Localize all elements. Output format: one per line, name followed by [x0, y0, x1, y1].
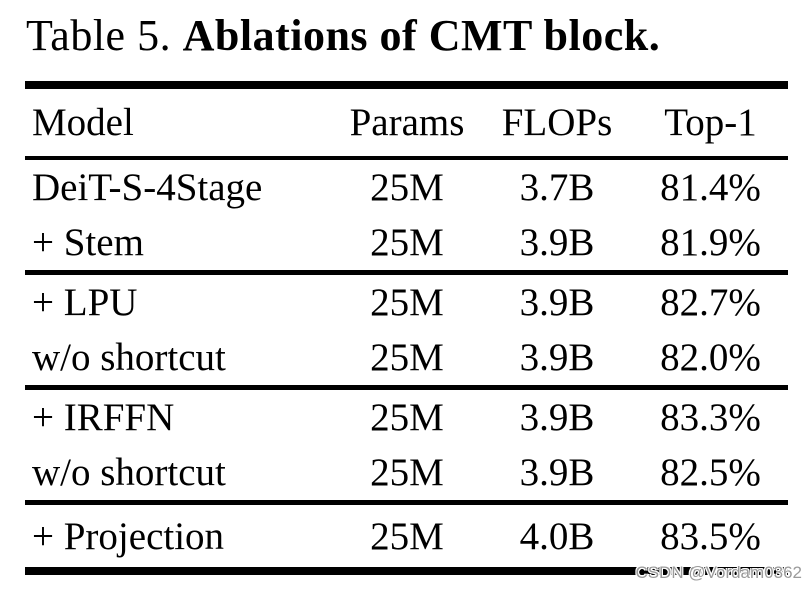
cell-params: 25M	[370, 221, 444, 264]
cell-model: + Projection	[32, 514, 225, 558]
cell-model: + IRFFN	[32, 396, 175, 439]
cell-flops: 4.0B	[519, 514, 595, 558]
table-top-rule	[25, 81, 788, 89]
cell-model: DeiT-S-4Stage	[32, 166, 263, 209]
cell-top1: 81.9%	[660, 221, 761, 264]
cell-params: 25M	[370, 166, 444, 209]
ablation-table: Model Params FLOPs Top-1 DeiT-S-4Stage 2…	[25, 81, 788, 575]
table-row: w/o shortcut 25M 3.9B 82.5%	[25, 445, 788, 500]
header-divider-rule	[25, 156, 788, 160]
cell-params: 25M	[370, 336, 444, 379]
cell-top1: 83.5%	[660, 514, 761, 558]
cell-flops: 3.9B	[519, 396, 595, 439]
cell-top1: 82.0%	[660, 336, 761, 379]
cell-flops: 3.9B	[519, 281, 595, 324]
cell-params: 25M	[370, 451, 444, 494]
cell-model: + Stem	[32, 221, 144, 264]
header-top1: Top-1	[664, 101, 757, 144]
table-row: DeiT-S-4Stage 25M 3.7B 81.4%	[25, 160, 788, 215]
section-divider-rule	[25, 500, 788, 505]
cell-model: w/o shortcut	[32, 451, 226, 494]
section-divider-rule	[25, 385, 788, 390]
header-params: Params	[349, 101, 465, 144]
header-flops: FLOPs	[501, 101, 613, 144]
cell-top1: 81.4%	[660, 166, 761, 209]
cell-flops: 3.9B	[519, 221, 595, 264]
header-model: Model	[32, 101, 134, 144]
table-header-row: Model Params FLOPs Top-1	[25, 89, 788, 156]
cell-params: 25M	[370, 281, 444, 324]
table-row: + LPU 25M 3.9B 82.7%	[25, 275, 788, 330]
table-row: + Projection 25M 4.0B 83.5%	[25, 505, 788, 567]
cell-model: + LPU	[32, 281, 138, 324]
cell-model: w/o shortcut	[32, 336, 226, 379]
table-caption-number: Table 5.	[26, 11, 183, 60]
cell-params: 25M	[370, 396, 444, 439]
table-bottom-rule	[25, 567, 788, 575]
table-row: w/o shortcut 25M 3.9B 82.0%	[25, 330, 788, 385]
cell-flops: 3.9B	[519, 336, 595, 379]
table-row: + IRFFN 25M 3.9B 83.3%	[25, 390, 788, 445]
cell-top1: 82.5%	[660, 451, 761, 494]
cell-top1: 83.3%	[660, 396, 761, 439]
cell-top1: 82.7%	[660, 281, 761, 324]
section-divider-rule	[25, 270, 788, 275]
csdn-watermark: CSDN @Vordam0362	[635, 563, 802, 582]
cell-params: 25M	[370, 514, 444, 558]
cell-flops: 3.9B	[519, 451, 595, 494]
table-caption: Table 5. Ablations of CMT block.	[26, 14, 660, 58]
table-row: + Stem 25M 3.9B 81.9%	[25, 215, 788, 270]
table-caption-text: Ablations of CMT block.	[182, 11, 661, 60]
cell-flops: 3.7B	[519, 166, 595, 209]
